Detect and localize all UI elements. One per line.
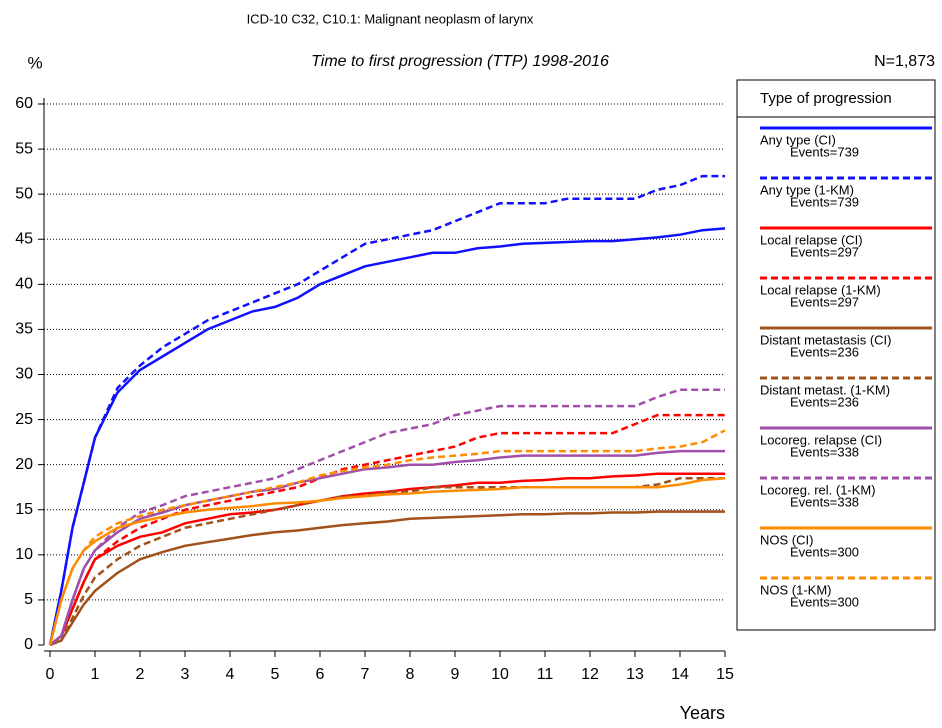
x-axis-label: Years	[680, 703, 725, 723]
series-line	[49, 472, 725, 646]
x-tick-label: 8	[406, 666, 415, 683]
legend-events: Events=300	[790, 594, 859, 609]
legend-events: Events=236	[790, 394, 859, 409]
y-tick-label: 5	[24, 591, 33, 608]
legend-label: Locoreg. rel. (1-KM)	[760, 482, 876, 497]
y-tick-label: 20	[15, 456, 33, 473]
x-tick-label: 13	[626, 666, 644, 683]
legend-label: Local relapse (1-KM)	[760, 282, 881, 297]
legend-events: Events=338	[790, 494, 859, 509]
legend-label: Any type (1-KM)	[760, 182, 854, 197]
series-line	[49, 476, 725, 647]
x-tick-label: 6	[316, 666, 325, 683]
x-tick-label: 2	[136, 666, 145, 683]
y-tick-label: 25	[15, 411, 33, 428]
chart-subtitle: Time to first progression (TTP) 1998-201…	[311, 53, 609, 70]
legend-events: Events=739	[790, 144, 859, 159]
y-tick-label: 35	[15, 321, 33, 338]
x-tick-label: 0	[46, 666, 55, 683]
x-tick-label: 12	[581, 666, 599, 683]
x-tick-label: 11	[537, 666, 554, 683]
y-tick-label: 60	[15, 95, 33, 112]
legend-events: Events=297	[790, 244, 859, 259]
y-tick-label: 50	[15, 185, 33, 202]
legend-label: NOS (CI)	[760, 532, 813, 547]
y-tick-label: 30	[15, 366, 33, 383]
legend-events: Events=236	[790, 344, 859, 359]
series-line	[48, 174, 725, 646]
y-tick-label: 0	[24, 636, 33, 653]
legend-label: NOS (1-KM)	[760, 582, 832, 597]
legend-label: Local relapse (CI)	[760, 232, 863, 247]
y-tick-label: 45	[15, 230, 33, 247]
y-tick-label: 40	[15, 276, 33, 293]
x-tick-label: 9	[451, 666, 460, 683]
x-tick-label: 5	[271, 666, 280, 683]
x-tick-label: 7	[361, 666, 370, 683]
series-line	[49, 413, 725, 646]
legend-label: Distant metast. (1-KM)	[760, 382, 890, 397]
x-tick-label: 3	[181, 666, 190, 683]
x-tick-label: 15	[716, 666, 734, 683]
y-tick-label: 15	[15, 501, 33, 518]
legend-label: Distant metastasis (CI)	[760, 332, 891, 347]
legend-events: Events=297	[790, 294, 859, 309]
x-tick-label: 10	[491, 666, 509, 683]
legend-box	[736, 79, 936, 631]
y-tick-label: 55	[15, 140, 33, 157]
series-line	[48, 429, 726, 646]
legend-events: Events=338	[790, 444, 859, 459]
y-tick-label: 10	[15, 546, 33, 563]
y-axis-label: %	[27, 53, 42, 72]
x-tick-label: 14	[671, 666, 689, 683]
series-line	[48, 227, 726, 646]
legend-label: Any type (CI)	[760, 132, 836, 147]
series-line	[49, 388, 725, 646]
legend-label: Locoreg. relapse (CI)	[760, 432, 882, 447]
x-tick-label: 4	[226, 666, 235, 683]
series-line	[48, 476, 726, 646]
x-tick-label: 1	[91, 666, 100, 683]
legend-events: Events=300	[790, 544, 859, 559]
sample-size: N=1,873	[874, 53, 935, 70]
legend-events: Events=739	[790, 194, 859, 209]
chart-title: ICD-10 C32, C10.1: Malignant neoplasm of…	[247, 11, 534, 26]
series-line	[49, 510, 725, 647]
series-line	[49, 449, 725, 646]
legend-title: Type of progression	[760, 90, 892, 107]
